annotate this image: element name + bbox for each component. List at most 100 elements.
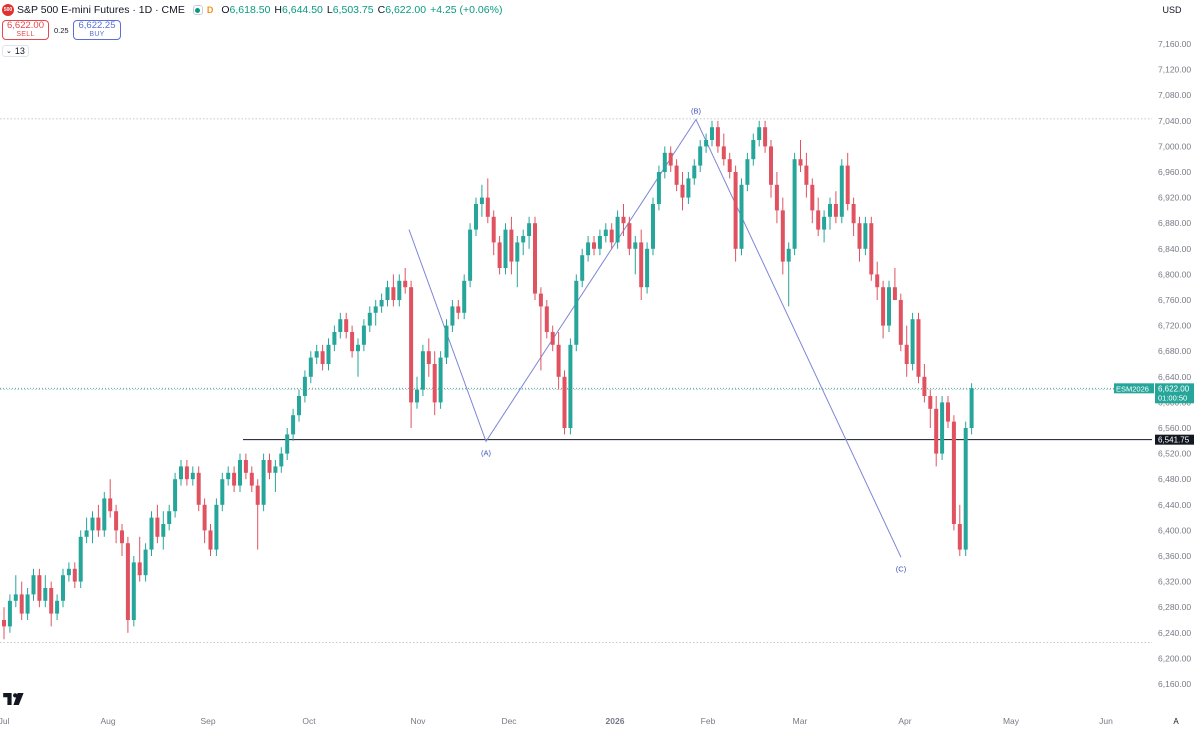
candle-body <box>769 146 773 185</box>
candle-body <box>633 242 638 249</box>
candle-body <box>922 376 927 396</box>
candle-body <box>474 204 478 230</box>
candle-body <box>19 594 24 614</box>
candle-body <box>910 319 915 364</box>
candle-body <box>255 485 260 505</box>
hline-price-label: 6,541.75 <box>1155 434 1194 445</box>
candle-body <box>468 229 473 281</box>
candle-body <box>196 472 201 505</box>
price-tick-label: 6,520.00 <box>1158 449 1191 459</box>
candle-body <box>155 517 160 537</box>
price-tick-label: 6,320.00 <box>1158 577 1191 587</box>
candle-body <box>946 402 950 422</box>
candle-body <box>356 344 360 352</box>
indicators-toggle[interactable]: ⌄ 13 <box>2 45 29 57</box>
price-tick-label: 6,760.00 <box>1158 295 1191 305</box>
trade-buttons: 6,622.00 SELL 0.25 6,622.25 BUY <box>2 20 121 40</box>
candle-body <box>556 344 561 377</box>
candle-body <box>704 140 709 147</box>
time-tick-label: Sep <box>200 716 215 726</box>
candle-body <box>639 242 644 288</box>
candle-body <box>603 229 608 236</box>
candle-body <box>61 575 65 601</box>
candle-body <box>916 319 921 377</box>
abc-pattern-drawing[interactable]: (B) (A) (C) <box>243 107 1152 574</box>
candle-body <box>66 568 71 576</box>
candle-body <box>285 434 290 454</box>
price-tick-label: 7,080.00 <box>1158 90 1191 100</box>
candle-body <box>78 536 83 582</box>
buy-button[interactable]: 6,622.25 BUY <box>73 20 121 40</box>
time-axis[interactable]: Jul Aug Sep Oct Nov Dec 2026 Feb Mar Apr May Jun <box>0 716 1113 726</box>
candle-body <box>444 325 449 358</box>
candle-body <box>338 319 343 332</box>
candle-body <box>887 287 891 326</box>
candle-body <box>668 152 673 166</box>
candle-body <box>397 280 402 300</box>
data-delay-badge[interactable]: D <box>206 5 214 15</box>
candle-body <box>538 293 543 307</box>
candle-body <box>592 242 596 249</box>
candle-body <box>232 472 237 486</box>
candle-body <box>680 184 685 198</box>
candle-body <box>491 216 496 243</box>
market-open-icon <box>192 5 203 15</box>
time-tick-label: Apr <box>898 716 911 726</box>
price-tick-label: 6,960.00 <box>1158 167 1191 177</box>
candle-body <box>226 472 231 480</box>
candle-body <box>184 466 189 480</box>
price-tick-label: 6,360.00 <box>1158 551 1191 561</box>
candle-body <box>509 229 514 262</box>
candle-body <box>344 319 349 332</box>
abc-pattern-line[interactable] <box>408 118 902 558</box>
candle-body <box>279 453 284 467</box>
last-price-value: 6,622.00 <box>1158 384 1190 393</box>
price-tick-label: 7,120.00 <box>1158 65 1191 75</box>
candle-body <box>302 376 307 396</box>
ohlc-open-key: O <box>221 4 230 16</box>
candle-body <box>580 255 585 281</box>
tradingview-logo-icon[interactable] <box>3 693 25 705</box>
candle-body <box>957 524 962 550</box>
sell-button[interactable]: 6,622.00 SELL <box>2 20 49 40</box>
ohlc-low-key: L <box>326 4 333 16</box>
symbol-logo-icon[interactable]: 500 <box>2 4 14 16</box>
time-tick-label: Nov <box>410 716 426 726</box>
chevron-down-icon: ⌄ <box>6 48 12 55</box>
auto-scale-button[interactable]: A <box>1173 716 1179 726</box>
candle-body <box>934 408 939 454</box>
ohlc-change-value: +4.25 (+0.06%) <box>430 4 503 16</box>
candle-body <box>308 357 313 377</box>
price-tick-label: 6,240.00 <box>1158 628 1191 638</box>
candle-body <box>515 242 520 262</box>
price-axis[interactable]: 7,160.00 7,120.00 7,080.00 7,040.00 7,000.00… <box>1158 39 1191 689</box>
candle-body <box>450 306 455 326</box>
candle-body <box>828 204 832 217</box>
candle-body <box>379 300 384 307</box>
candle-body <box>190 472 195 480</box>
time-tick-label: Jun <box>1099 716 1113 726</box>
candle-body <box>55 600 60 614</box>
candle-body <box>822 216 827 230</box>
candle-body <box>350 332 355 352</box>
candle-body <box>314 351 319 358</box>
candle-body <box>438 357 443 403</box>
candle-body <box>715 127 720 147</box>
candle-body <box>90 517 95 531</box>
candle-body <box>367 312 372 326</box>
price-tick-label: 6,880.00 <box>1158 218 1191 228</box>
candle-body <box>721 146 726 160</box>
symbol-title[interactable]: S&P 500 E-mini Futures · 1D · CME <box>17 4 185 16</box>
currency-selector[interactable]: USD <box>1162 5 1182 15</box>
candle-body <box>845 165 850 204</box>
candle-body <box>757 127 762 140</box>
hline-price-box <box>1155 434 1194 445</box>
price-tick-label: 6,720.00 <box>1158 321 1191 331</box>
ohlc-open-value: 6,618.50 <box>229 4 271 16</box>
candle-body <box>627 223 632 249</box>
candle-body <box>261 460 266 505</box>
candle-body <box>881 287 886 326</box>
price-tick-label: 6,280.00 <box>1158 602 1191 612</box>
